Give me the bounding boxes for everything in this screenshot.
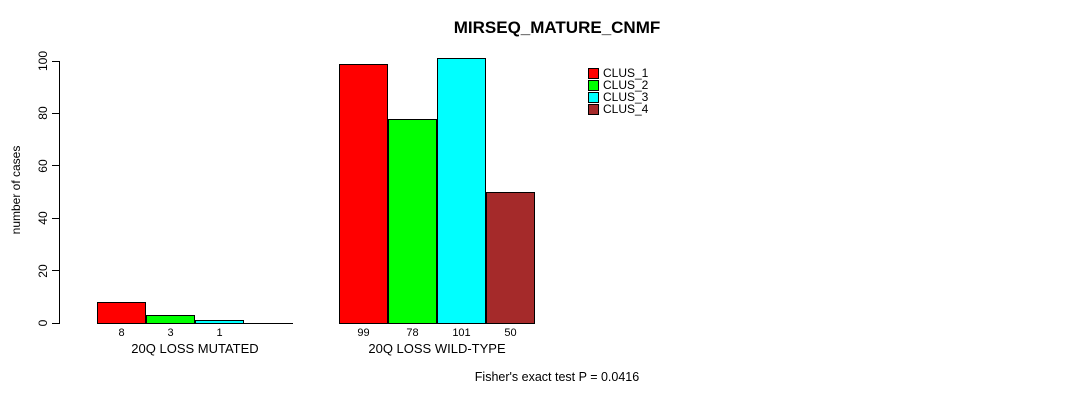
bar-value-label-bar-clus_4-group2: 50 bbox=[504, 327, 517, 339]
y-axis-tick-label-60: 60 bbox=[36, 159, 50, 173]
legend-swatch-clus_2 bbox=[588, 79, 599, 91]
y-axis-tick-100 bbox=[52, 60, 59, 62]
bar-value-label-bar-clus_3-group1: 1 bbox=[216, 327, 223, 339]
y-axis-tick-label-80: 80 bbox=[36, 106, 50, 121]
bar-value-label-bar-clus_1-group1: 8 bbox=[118, 327, 125, 339]
legend-label-clus_3: CLUS_3 bbox=[603, 90, 649, 104]
legend-swatch-clus_4 bbox=[588, 103, 599, 115]
legend-label-clus_4: CLUS_4 bbox=[603, 102, 649, 116]
bar-value-label-bar-clus_1-group2: 99 bbox=[357, 327, 370, 339]
bar-clus_2-group2 bbox=[388, 119, 437, 324]
y-axis-tick-60 bbox=[52, 165, 59, 167]
legend-item-clus_2: CLUS_2 bbox=[588, 79, 648, 91]
legend-label-clus_1: CLUS_1 bbox=[603, 66, 649, 80]
bar-clus_3-group1 bbox=[195, 320, 244, 324]
x-axis-group-label-2: 20Q LOSS WILD-TYPE bbox=[368, 341, 506, 356]
y-axis-tick-label-0: 0 bbox=[36, 319, 50, 327]
chart-title: MIRSEQ_MATURE_CNMF bbox=[453, 18, 661, 37]
legend-label-clus_2: CLUS_2 bbox=[603, 78, 649, 92]
bar-clus_1-group2 bbox=[339, 64, 388, 324]
legend-item-clus_1: CLUS_1 bbox=[588, 67, 648, 79]
y-axis-line bbox=[59, 61, 60, 324]
bar-clus_4-group1-zero bbox=[244, 323, 293, 324]
legend: CLUS_1 CLUS_2 CLUS_3 CLUS_4 bbox=[588, 67, 648, 115]
y-axis-tick-label-20: 20 bbox=[36, 263, 50, 278]
y-axis-tick-label-40: 40 bbox=[36, 211, 50, 225]
legend-item-clus_4: CLUS_4 bbox=[588, 103, 648, 115]
y-axis-tick-40 bbox=[52, 217, 59, 219]
bar-clus_2-group1 bbox=[146, 315, 195, 324]
x-axis-group-label-1: 20Q LOSS MUTATED bbox=[131, 341, 259, 356]
y-axis-label: number of cases bbox=[9, 145, 23, 235]
bar-clus_4-group2 bbox=[486, 192, 535, 324]
annotation-fisher-test: Fisher's exact test P = 0.0416 bbox=[474, 370, 640, 384]
bar-value-label-bar-clus_3-group2: 101 bbox=[452, 327, 471, 339]
bar-value-label-bar-clus_2-group2: 78 bbox=[406, 327, 419, 339]
bar-value-label-bar-clus_2-group1: 3 bbox=[167, 327, 174, 339]
legend-item-clus_3: CLUS_3 bbox=[588, 91, 648, 103]
y-axis-tick-label-100: 100 bbox=[36, 50, 50, 72]
y-axis-tick-20 bbox=[52, 270, 59, 272]
legend-swatch-clus_3 bbox=[588, 91, 599, 103]
bar-clus_1-group1 bbox=[97, 302, 146, 324]
bar-clus_3-group2 bbox=[437, 58, 486, 324]
legend-swatch-clus_1 bbox=[588, 67, 599, 79]
y-axis-tick-80 bbox=[52, 112, 59, 114]
y-axis-tick-0 bbox=[52, 322, 59, 324]
